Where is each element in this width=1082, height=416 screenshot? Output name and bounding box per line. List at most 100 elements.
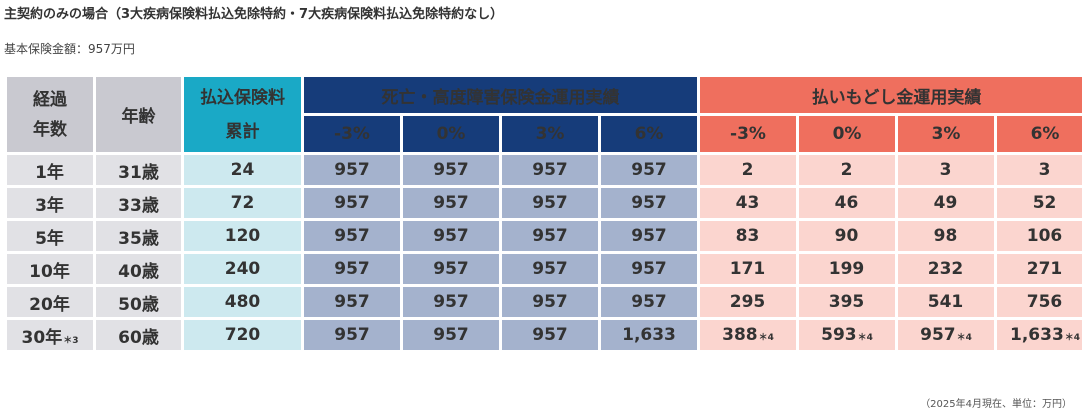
header-death-rate: 6%: [601, 116, 697, 152]
cell-surrender-value: 199: [799, 254, 895, 284]
cell-surrender-value: 541: [898, 287, 994, 317]
cell-death-benefit-value: 957: [532, 160, 568, 180]
cell-death-benefit-value: 957: [433, 226, 469, 246]
table-row: 20年 50歳 480 957 957 957 957 295 395 541 756: [7, 287, 1082, 317]
cell-death-benefit-value: 957: [334, 226, 370, 246]
cell-surrender-value: 43: [700, 188, 796, 218]
cell-surrender-value: 271: [997, 254, 1082, 284]
cell-surrender-value-value: 3: [1038, 160, 1051, 180]
header-premium-total: 払込保険料 累計: [184, 77, 301, 152]
cell-surrender-value-value: 232: [927, 259, 964, 279]
cell-elapsed-year: 30年＊3: [7, 320, 93, 350]
cell-age: 33歳: [96, 188, 181, 218]
cell-death-benefit-value: 957: [532, 325, 568, 345]
cell-death-benefit: 957: [304, 188, 400, 218]
cell-death-benefit: 957: [403, 287, 499, 317]
cell-elapsed-year-value: 20年: [29, 294, 70, 315]
table-body: 1年 31歳 24 957 957 957 957 2 2 3 3 3年 33歳 72 957 957 957 9…: [7, 155, 1082, 350]
cell-death-benefit: 957: [502, 254, 598, 284]
cell-premium-total-value: 72: [230, 193, 255, 213]
cell-death-benefit-value: 957: [433, 259, 469, 279]
cell-death-benefit: 1,633: [601, 320, 697, 350]
cell-death-benefit-value: 957: [532, 259, 568, 279]
table-row: 3年 33歳 72 957 957 957 957 43 46 49 52: [7, 188, 1082, 218]
cell-death-benefit-value: 957: [433, 325, 469, 345]
cell-surrender-value-value: 46: [834, 193, 859, 213]
cell-surrender-value-value: 295: [729, 292, 766, 312]
cell-surrender-value-value: 2: [741, 160, 754, 180]
cell-death-benefit-value: 957: [334, 325, 370, 345]
cell-surrender-value: 106: [997, 221, 1082, 251]
cell-death-benefit-value: 1,633: [622, 325, 676, 345]
header-elapsed-line2: 年数: [33, 119, 67, 140]
cell-death-benefit-value: 957: [433, 160, 469, 180]
cell-age-value: 60歳: [118, 327, 159, 348]
cell-surrender-value-value: 395: [828, 292, 865, 312]
header-premium-line2: 累計: [225, 121, 260, 142]
cell-surrender-value: 3: [997, 155, 1082, 185]
header-surrender-rate: 3%: [898, 116, 994, 152]
cell-elapsed-year: 1年: [7, 155, 93, 185]
cell-death-benefit: 957: [403, 188, 499, 218]
cell-death-benefit-value: 957: [532, 193, 568, 213]
cell-death-benefit-value: 957: [334, 292, 370, 312]
cell-elapsed-year-value: 3年: [35, 195, 64, 216]
cell-surrender-value: 295: [700, 287, 796, 317]
table-row: 10年 40歳 240 957 957 957 957 171 199 232 271: [7, 254, 1082, 284]
cell-surrender-value-value: 957: [920, 325, 956, 345]
cell-death-benefit-value: 957: [334, 259, 370, 279]
cell-premium-total-value: 24: [230, 160, 255, 180]
cell-death-benefit: 957: [403, 221, 499, 251]
cell-surrender-value-value: 541: [927, 292, 964, 312]
cell-surrender-value-value: 756: [1026, 292, 1063, 312]
header-age: 年齢: [96, 77, 181, 152]
cell-death-benefit: 957: [403, 320, 499, 350]
note-marker: ＊4: [1064, 333, 1081, 343]
cell-surrender-value-value: 90: [834, 226, 859, 246]
cell-death-benefit: 957: [304, 254, 400, 284]
cell-surrender-value-value: 98: [933, 226, 958, 246]
note-marker: ＊3: [63, 335, 79, 346]
header-surrender-rate: 6%: [997, 116, 1082, 152]
cell-surrender-value-value: 106: [1026, 226, 1063, 246]
table-row: 5年 35歳 120 957 957 957 957 83 90 98 106: [7, 221, 1082, 251]
cell-death-benefit: 957: [403, 155, 499, 185]
cell-death-benefit: 957: [304, 287, 400, 317]
cell-surrender-value: 52: [997, 188, 1082, 218]
cell-surrender-value-value: 2: [840, 160, 853, 180]
note-marker: ＊4: [857, 333, 873, 343]
cell-surrender-value-value: 3: [939, 160, 952, 180]
cell-death-benefit: 957: [502, 188, 598, 218]
benefit-table: 経過 年数 年齢 払込保険料 累計 死亡・高度障害保険金運用実績 払いもどし金運…: [4, 74, 1082, 353]
cell-age: 60歳: [96, 320, 181, 350]
cell-surrender-value: 83: [700, 221, 796, 251]
cell-elapsed-year: 3年: [7, 188, 93, 218]
cell-surrender-value-value: 49: [933, 193, 958, 213]
cell-elapsed-year: 20年: [7, 287, 93, 317]
header-surrender-rate: -3%: [700, 116, 796, 152]
note-marker: ＊4: [956, 333, 972, 343]
base-insured-amount: 基本保険金額：957万円: [4, 42, 135, 56]
cell-age-value: 33歳: [118, 195, 159, 216]
cell-death-benefit-value: 957: [433, 292, 469, 312]
cell-surrender-value: 2: [700, 155, 796, 185]
cell-premium-total: 480: [184, 287, 301, 317]
cell-surrender-value: 388＊4: [700, 320, 796, 350]
cell-death-benefit-value: 957: [532, 292, 568, 312]
cell-death-benefit-value: 957: [334, 160, 370, 180]
header-death-rate: 3%: [502, 116, 598, 152]
table-row: 30年＊3 60歳 720 957 957 957 1,633 388＊4 593＊4 957＊4…: [7, 320, 1082, 350]
cell-death-benefit: 957: [502, 320, 598, 350]
cell-death-benefit: 957: [601, 188, 697, 218]
cell-surrender-value: 49: [898, 188, 994, 218]
cell-surrender-value-value: 199: [828, 259, 865, 279]
cell-death-benefit: 957: [304, 155, 400, 185]
cell-age: 31歳: [96, 155, 181, 185]
header-surrender-rate: 0%: [799, 116, 895, 152]
cell-surrender-value: 46: [799, 188, 895, 218]
cell-age-value: 31歳: [118, 162, 159, 183]
cell-surrender-value: 3: [898, 155, 994, 185]
cell-death-benefit-value: 957: [631, 193, 667, 213]
cell-surrender-value-value: 43: [735, 193, 760, 213]
cell-death-benefit-value: 957: [631, 160, 667, 180]
